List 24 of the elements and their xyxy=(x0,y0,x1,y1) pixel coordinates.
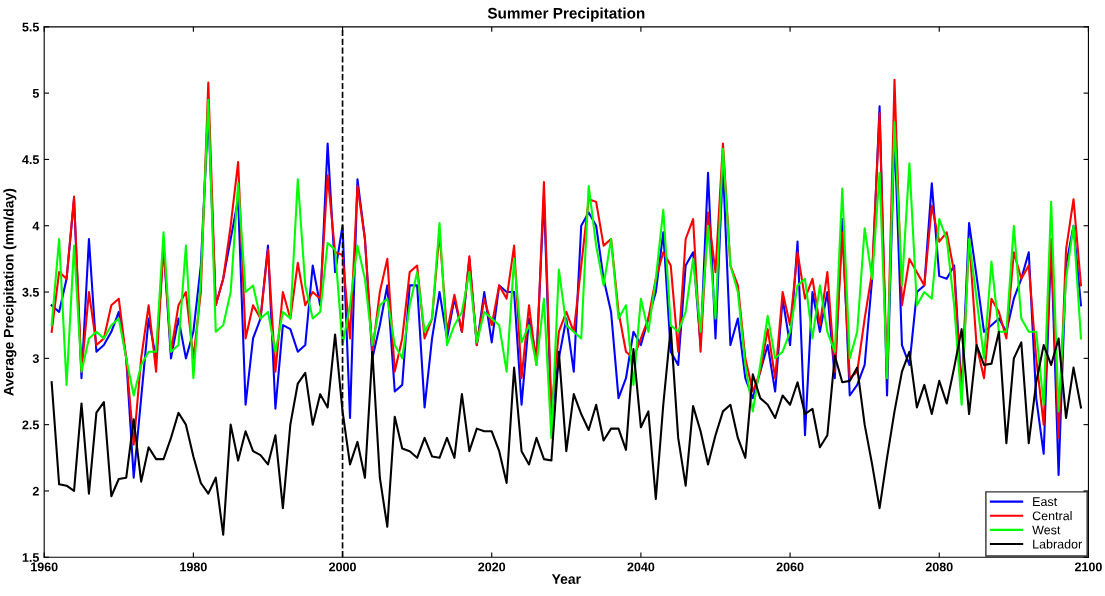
legend-label: Labrador xyxy=(1033,539,1082,549)
x-tick-label: 2040 xyxy=(627,562,655,572)
x-tick-label: 2080 xyxy=(925,562,953,572)
legend-label: Central xyxy=(1032,511,1072,521)
chart-title: Summer Precipitation xyxy=(487,7,645,22)
x-tick-label: 1960 xyxy=(31,562,58,572)
y-tick-label: 4 xyxy=(32,221,40,231)
x-axis-title: Year xyxy=(551,574,581,584)
x-tick-label: 1980 xyxy=(180,562,207,572)
y-tick-label: 2.5 xyxy=(22,420,39,430)
x-tick-label: 2060 xyxy=(776,562,804,572)
x-tick-label: 2000 xyxy=(329,562,356,572)
y-tick-label: 1.5 xyxy=(22,553,39,562)
x-tick-label: 2020 xyxy=(478,562,506,572)
legend-label: East xyxy=(1033,497,1058,507)
y-tick-label: 5 xyxy=(32,89,39,98)
y-axis-title: Average Precipitation (mm/day) xyxy=(3,188,17,396)
legend-label: West xyxy=(1032,525,1061,535)
y-tick-label: 4.5 xyxy=(22,155,39,165)
x-tick-label: 2100 xyxy=(1074,562,1102,572)
y-tick-label: 5.5 xyxy=(22,22,39,32)
y-tick-label: 2 xyxy=(32,486,39,496)
y-tick-label: 3 xyxy=(32,354,39,364)
y-tick-label: 3.5 xyxy=(22,287,39,297)
